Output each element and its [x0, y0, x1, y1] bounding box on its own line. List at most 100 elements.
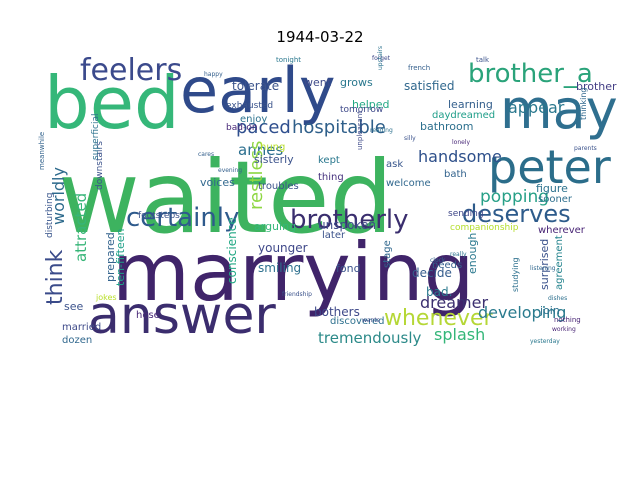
cloud-word: working: [552, 326, 576, 333]
cloud-word: annes: [238, 141, 283, 159]
cloud-word: dishes: [548, 295, 567, 302]
cloud-word: thinking: [579, 87, 588, 120]
cloud-word: footsteps: [138, 211, 180, 221]
cloud-word: yesterday: [530, 338, 560, 345]
cloud-word: bothers: [314, 305, 360, 319]
cloud-word: sending: [448, 209, 484, 219]
cloud-word: downstairs: [95, 141, 105, 190]
cloud-word: studying: [511, 257, 520, 292]
cloud-word: may: [500, 78, 618, 141]
cloud-word: disturbing: [45, 193, 55, 238]
cloud-word: worldly: [49, 167, 68, 225]
cloud-word: bed: [44, 61, 180, 145]
cloud-word: went: [304, 76, 332, 89]
cloud-word: cares: [198, 151, 214, 158]
cloud-word: restless: [246, 141, 267, 210]
cloud-word: hospitable: [292, 117, 386, 138]
cloud-word: forget: [372, 55, 391, 62]
cloud-word: enough: [466, 233, 479, 274]
cloud-word: clock: [430, 257, 446, 264]
cloud-title: 1944-03-22: [276, 28, 364, 46]
cloud-word: early: [180, 54, 336, 127]
cloud-word: join: [539, 304, 560, 317]
cloud-word: see: [64, 300, 83, 313]
cloud-word: satisfied: [404, 79, 454, 93]
cloud-word: bathroom: [420, 120, 473, 133]
cloud-word: brother_a: [468, 59, 593, 89]
cloud-word: popping: [480, 187, 549, 207]
cloud-word: friendship: [282, 291, 312, 298]
cloud-word: feelers: [80, 53, 182, 88]
cloud-word: conscience: [225, 217, 239, 284]
cloud-word: wants: [362, 317, 380, 324]
cloud-word: learning: [448, 98, 493, 111]
cloud-word: smiling: [258, 261, 301, 275]
cloud-background: [36, 50, 604, 346]
cloud-word: handsome: [418, 147, 502, 166]
cloud-word: nothing: [554, 316, 581, 324]
cloud-word: unpleasant: [356, 111, 364, 150]
cloud-word: waited: [58, 139, 393, 256]
cloud-word: sooner: [538, 194, 573, 205]
cloud-word: appear: [508, 98, 565, 117]
cloud-word: exhausted: [226, 101, 273, 111]
cloud-word: paced: [236, 117, 291, 138]
cloud-word: later: [322, 230, 346, 241]
cloud-word: bad.: [426, 285, 452, 299]
cloud-word: arguing: [254, 220, 296, 233]
cloud-word: splash: [434, 325, 485, 344]
cloud-word: marrying: [112, 226, 474, 319]
cloud-word: decide: [412, 266, 452, 280]
cloud-word: talk: [476, 56, 490, 64]
cloud-word: lonely: [452, 139, 470, 146]
cloud-word: brotherly: [290, 205, 409, 235]
cloud-word: developing: [478, 303, 566, 322]
cloud-word: attracted: [72, 193, 90, 262]
cloud-word: troubles: [258, 181, 299, 192]
cloud-word: answer: [88, 286, 276, 346]
cloud-word: younger: [258, 241, 308, 255]
cloud-word: hung: [260, 142, 285, 153]
cloud-word: brother: [576, 80, 617, 93]
cloud-word: ten-fifteen: [114, 229, 127, 286]
cloud-word: dozen: [62, 335, 92, 346]
cloud-word: upstairs: [377, 46, 384, 70]
cloud-word: tomorrow: [340, 105, 383, 115]
cloud-word: thing: [318, 172, 344, 183]
cloud-word: hose: [136, 310, 160, 321]
cloud-word: unspoken: [318, 218, 376, 232]
cloud-word: sisterly: [254, 153, 294, 166]
cloud-word: surprised: [538, 239, 551, 290]
cloud-word: tolerate: [232, 79, 279, 93]
cloud-word: parents: [574, 145, 597, 152]
cloud-word: helped: [352, 98, 390, 111]
cloud-word: whenever: [384, 306, 494, 331]
cloud-word: ask: [386, 159, 403, 170]
cloud-word: listening: [530, 265, 556, 272]
cloud-word: daydreamed: [432, 110, 495, 121]
cloud-word: fond: [336, 262, 361, 275]
cloud-word: enjoy: [240, 114, 267, 125]
cloud-word: bath: [444, 169, 467, 180]
cloud-word: peter: [488, 140, 611, 194]
cloud-word: prepared: [104, 232, 117, 282]
cloud-word: needs: [432, 260, 462, 271]
cloud-word: silly: [404, 135, 416, 142]
cloud-word: really: [450, 251, 467, 258]
cloud-word: certainly: [126, 203, 239, 233]
cloud-word: voices: [200, 176, 235, 189]
cloud-word: companionship: [450, 223, 519, 233]
cloud-word: stage: [382, 240, 393, 268]
cloud-word: tonight: [276, 56, 301, 64]
cloud-word: reading: [370, 127, 393, 134]
cloud-word: deserves: [462, 200, 571, 228]
cloud-word: wherever: [538, 225, 586, 236]
cloud-word: figure: [536, 182, 568, 195]
cloud-word: think: [43, 249, 68, 305]
cloud-word: evening: [218, 167, 242, 174]
cloud-word: discovered: [330, 316, 384, 327]
cloud-word: dreamer: [420, 293, 488, 312]
cloud-word: french: [408, 64, 430, 72]
cloud-word: agreement: [554, 235, 565, 290]
